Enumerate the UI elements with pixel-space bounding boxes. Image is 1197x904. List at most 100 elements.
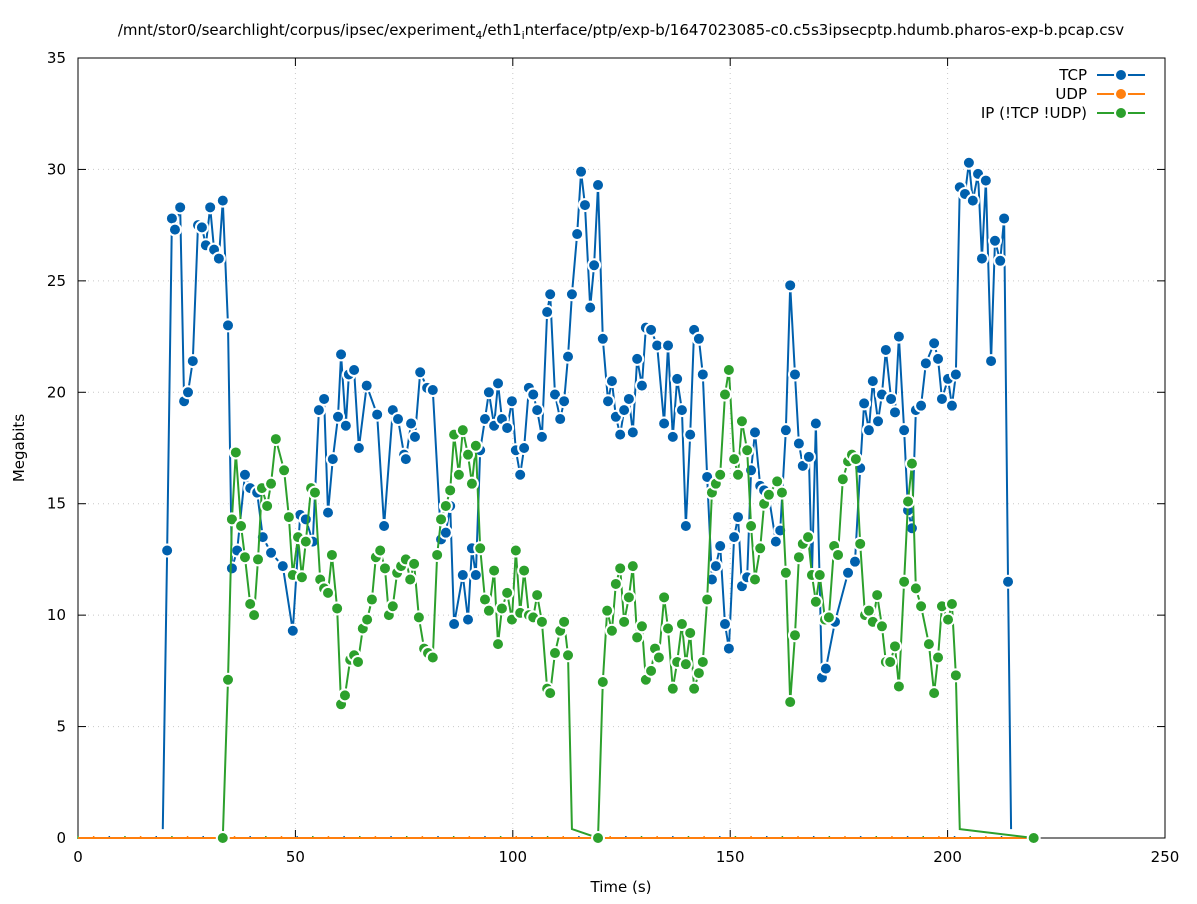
data-point (921, 637, 936, 652)
data-point (674, 403, 689, 418)
data-point (434, 512, 449, 527)
series-ip-tcp-udp (215, 363, 1041, 845)
data-point (617, 403, 632, 418)
data-point (425, 383, 440, 398)
data-point (791, 436, 806, 451)
data-point (330, 601, 345, 616)
data-point (717, 387, 732, 402)
data-point (500, 420, 515, 435)
x-tick-label: 250 (1151, 848, 1180, 866)
data-point (787, 367, 802, 382)
data-point (700, 592, 715, 607)
title-segment: /mnt/stor0/searchlight/corpus/ipsec/expe… (118, 21, 476, 39)
data-point (561, 349, 576, 364)
x-tick-label: 150 (716, 848, 745, 866)
data-point (831, 547, 846, 562)
data-point (835, 472, 850, 487)
data-point (260, 498, 275, 513)
data-point (670, 371, 685, 386)
data-point (644, 322, 659, 337)
data-point (234, 519, 249, 533)
legend-marker (1114, 87, 1128, 101)
data-point (468, 438, 483, 453)
data-point (215, 193, 230, 208)
data-point (821, 610, 836, 625)
y-tick-label: 20 (47, 383, 66, 401)
data-point (927, 336, 942, 351)
data-point (325, 452, 340, 467)
data-point (625, 559, 640, 574)
title-subscript: i (522, 29, 525, 42)
data-point (644, 663, 659, 678)
data-point (617, 614, 632, 629)
data-point (307, 485, 322, 500)
data-point (487, 563, 502, 578)
data-point (215, 831, 230, 845)
data-point (665, 681, 680, 696)
data-point (883, 654, 898, 669)
data-point (727, 530, 742, 545)
data-point (491, 376, 506, 391)
data-point (264, 476, 279, 491)
data-point (543, 287, 558, 302)
data-point (359, 378, 374, 393)
title-segment: nterface/ptp/exp-b/1647023085-c0.c5s3ips… (525, 21, 1125, 39)
data-point (337, 688, 352, 703)
data-point (678, 657, 693, 672)
data-point (818, 661, 833, 676)
data-point (455, 568, 470, 583)
series-tcp (160, 155, 1016, 830)
data-point (543, 686, 558, 701)
data-point (808, 594, 823, 609)
data-point (167, 222, 182, 237)
data-point (744, 463, 759, 478)
data-point (665, 429, 680, 444)
data-point (347, 363, 362, 377)
title-segment: /eth1 (482, 21, 521, 39)
data-point (997, 211, 1012, 226)
data-point (600, 603, 615, 618)
data-point (500, 585, 515, 600)
grid (78, 58, 1165, 838)
data-point (904, 456, 919, 471)
data-point (625, 425, 640, 440)
data-point (695, 654, 710, 669)
legend-marker (1114, 106, 1128, 120)
data-point (984, 354, 999, 369)
data-point (481, 385, 496, 400)
data-point (160, 543, 175, 558)
data-point (373, 543, 388, 558)
data-point (377, 561, 392, 576)
data-point (651, 650, 666, 665)
series-layer (77, 155, 1041, 845)
data-point (630, 630, 645, 645)
data-point (591, 178, 606, 193)
data-point (918, 356, 933, 371)
data-point (887, 405, 902, 420)
data-point (678, 519, 693, 533)
data-point (517, 563, 532, 578)
data-point (931, 650, 946, 665)
data-point (311, 403, 326, 418)
legend-label: TCP (1058, 66, 1087, 84)
data-point (727, 452, 742, 467)
data-point (530, 403, 545, 418)
data-point (687, 681, 702, 696)
data-point (321, 585, 336, 600)
data-point (774, 485, 789, 500)
data-point (321, 505, 336, 520)
series-line (161, 162, 1013, 830)
data-point (927, 686, 942, 701)
data-point (657, 416, 672, 431)
data-point (761, 487, 776, 502)
data-point (791, 550, 806, 565)
data-point (808, 416, 823, 431)
legend-label: UDP (1055, 85, 1087, 103)
data-point (298, 534, 313, 549)
data-point (464, 476, 479, 491)
data-point (601, 394, 616, 409)
data-point (848, 452, 863, 467)
x-tick-label: 0 (73, 848, 83, 866)
data-point (778, 565, 793, 580)
legend-label: IP (!TCP !UDP) (981, 104, 1087, 122)
